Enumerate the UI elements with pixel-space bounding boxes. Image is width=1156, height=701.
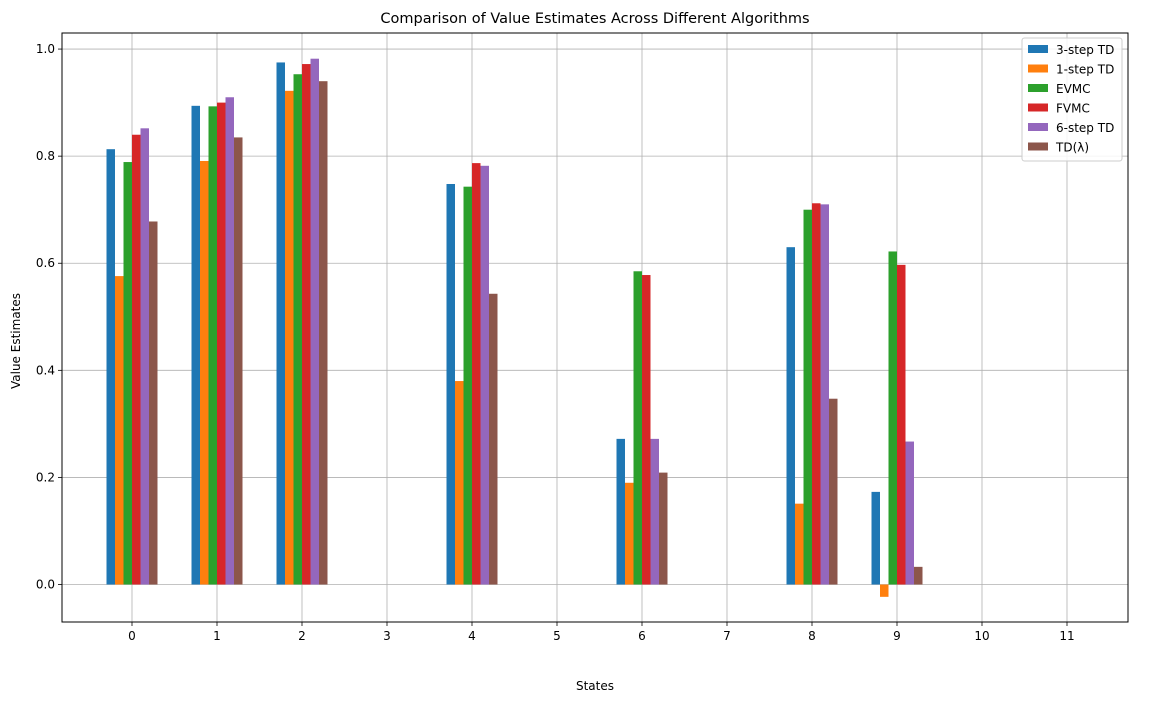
bar: [123, 162, 132, 585]
chart-title: Comparison of Value Estimates Across Dif…: [380, 11, 809, 27]
x-tick-label: 9: [893, 629, 901, 643]
bar: [319, 81, 328, 585]
bar: [880, 584, 889, 597]
x-tick-label: 2: [298, 629, 306, 643]
bar: [888, 251, 897, 585]
bar: [276, 62, 285, 585]
bar: [829, 398, 838, 585]
bar: [217, 102, 226, 585]
bar: [115, 276, 124, 585]
legend-label: 1-step TD: [1056, 63, 1114, 77]
bar: [293, 74, 302, 585]
legend-label: TD(λ): [1055, 141, 1089, 155]
bar: [871, 491, 880, 585]
bar: [803, 209, 812, 585]
bar: [140, 128, 149, 585]
bar: [132, 134, 141, 585]
bar: [200, 160, 209, 585]
bar: [650, 438, 659, 585]
x-tick-label: 7: [723, 629, 731, 643]
y-tick-label: 0.6: [36, 256, 55, 270]
y-tick-label: 0.2: [36, 470, 55, 484]
x-tick-label: 3: [383, 629, 391, 643]
x-axis-label: States: [576, 679, 614, 693]
legend-swatch: [1028, 45, 1048, 53]
bar: [191, 105, 200, 585]
legend-label: 3-step TD: [1056, 43, 1114, 57]
bar: [642, 275, 651, 585]
legend-swatch: [1028, 64, 1048, 73]
x-tick-label: 11: [1059, 629, 1074, 643]
bar: [786, 247, 795, 585]
x-tick-label: 4: [468, 629, 476, 643]
x-tick-label: 10: [974, 629, 989, 643]
bar: [914, 566, 923, 585]
plot-frame: [61, 32, 1129, 623]
legend: 3-step TD 1-step TD EVMC FVMC 6-step TD TD(λ): [1021, 37, 1123, 162]
bar: [472, 163, 481, 585]
legend-swatch: [1028, 84, 1048, 92]
bar: [897, 264, 906, 585]
bar: [208, 106, 217, 585]
x-tick-label: 6: [638, 629, 646, 643]
legend-label: EVMC: [1056, 82, 1091, 96]
x-tick-label: 8: [808, 629, 816, 643]
y-tick-label: 0.8: [36, 149, 55, 163]
x-tick-label: 5: [553, 629, 561, 643]
y-tick-label: 0.4: [36, 363, 55, 377]
x-axis: 0 1 2 3 4 5 6 7 8 9 10 11: [128, 622, 1075, 643]
x-tick-label: 0: [128, 629, 136, 643]
bar: [659, 472, 668, 585]
bar: [489, 293, 498, 585]
bar: [310, 58, 319, 585]
bar: [905, 441, 914, 585]
bar: [633, 271, 642, 585]
legend-label: 6-step TD: [1056, 121, 1114, 135]
bar: [302, 64, 311, 585]
bar: [480, 165, 489, 585]
legend-swatch: [1028, 123, 1048, 131]
y-tick-label: 1.0: [36, 42, 55, 56]
bar: [463, 186, 472, 585]
bar: [285, 90, 294, 585]
bar: [455, 381, 464, 585]
bar: [625, 482, 634, 585]
y-axis-label: Value Estimates: [9, 293, 23, 389]
bar: [225, 97, 234, 585]
y-axis: 0.0 0.2 0.4 0.6 0.8 1.0: [36, 42, 62, 592]
legend-swatch: [1028, 103, 1048, 112]
y-tick-label: 0.0: [36, 578, 55, 592]
bar: [795, 503, 804, 585]
legend-swatch: [1028, 142, 1048, 151]
bar: [616, 438, 625, 585]
legend-label: FVMC: [1056, 102, 1090, 116]
bar: [446, 183, 455, 585]
bars-group: [106, 58, 923, 597]
bar: [812, 203, 821, 585]
bar: [820, 204, 829, 585]
bar: [234, 137, 243, 585]
bar: [106, 149, 115, 585]
bar: [149, 221, 158, 585]
x-tick-label: 1: [213, 629, 221, 643]
